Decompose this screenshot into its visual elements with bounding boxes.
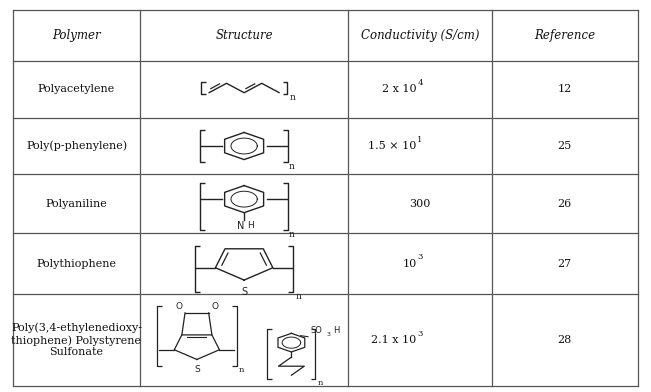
Text: 1.5 × 10: 1.5 × 10 — [368, 141, 417, 151]
Text: H: H — [333, 327, 339, 336]
Text: 3: 3 — [417, 253, 422, 261]
Text: O: O — [212, 302, 219, 311]
Text: 3: 3 — [327, 332, 331, 337]
Text: Poly(3,4-ethylenedioxy-
thiophene) Polystyrene
Sulfonate: Poly(3,4-ethylenedioxy- thiophene) Polys… — [11, 323, 142, 357]
Text: S: S — [241, 287, 247, 297]
Text: 12: 12 — [558, 84, 572, 94]
Text: 1: 1 — [417, 136, 422, 144]
Text: Conductivity (S/cm): Conductivity (S/cm) — [361, 29, 479, 42]
Text: 10: 10 — [402, 259, 417, 269]
Text: N: N — [237, 221, 244, 231]
Text: Polyacetylene: Polyacetylene — [38, 84, 115, 94]
Text: SO: SO — [310, 327, 322, 336]
Text: 3: 3 — [417, 330, 422, 338]
Text: 28: 28 — [558, 335, 572, 345]
Text: Polyaniline: Polyaniline — [46, 199, 107, 209]
Text: 2 x 10: 2 x 10 — [382, 84, 417, 94]
Text: Poly(p-phenylene): Poly(p-phenylene) — [26, 141, 127, 151]
Text: 27: 27 — [558, 259, 572, 269]
Text: n: n — [318, 379, 324, 387]
Text: Polymer: Polymer — [52, 29, 101, 42]
Text: S: S — [194, 365, 200, 374]
Text: n: n — [289, 162, 295, 171]
Text: 25: 25 — [558, 141, 572, 151]
Text: n: n — [239, 366, 245, 374]
Text: n: n — [289, 230, 295, 239]
Text: Reference: Reference — [534, 29, 595, 42]
Text: H: H — [247, 221, 254, 230]
Text: 2.1 x 10: 2.1 x 10 — [371, 335, 417, 345]
Text: n: n — [296, 292, 302, 301]
Text: 300: 300 — [409, 199, 430, 209]
Text: Polythiophene: Polythiophene — [36, 259, 117, 269]
Text: 4: 4 — [417, 79, 422, 87]
Text: n: n — [290, 93, 296, 102]
Text: O: O — [175, 302, 182, 311]
Text: Structure: Structure — [215, 29, 273, 42]
Text: 26: 26 — [558, 199, 572, 209]
